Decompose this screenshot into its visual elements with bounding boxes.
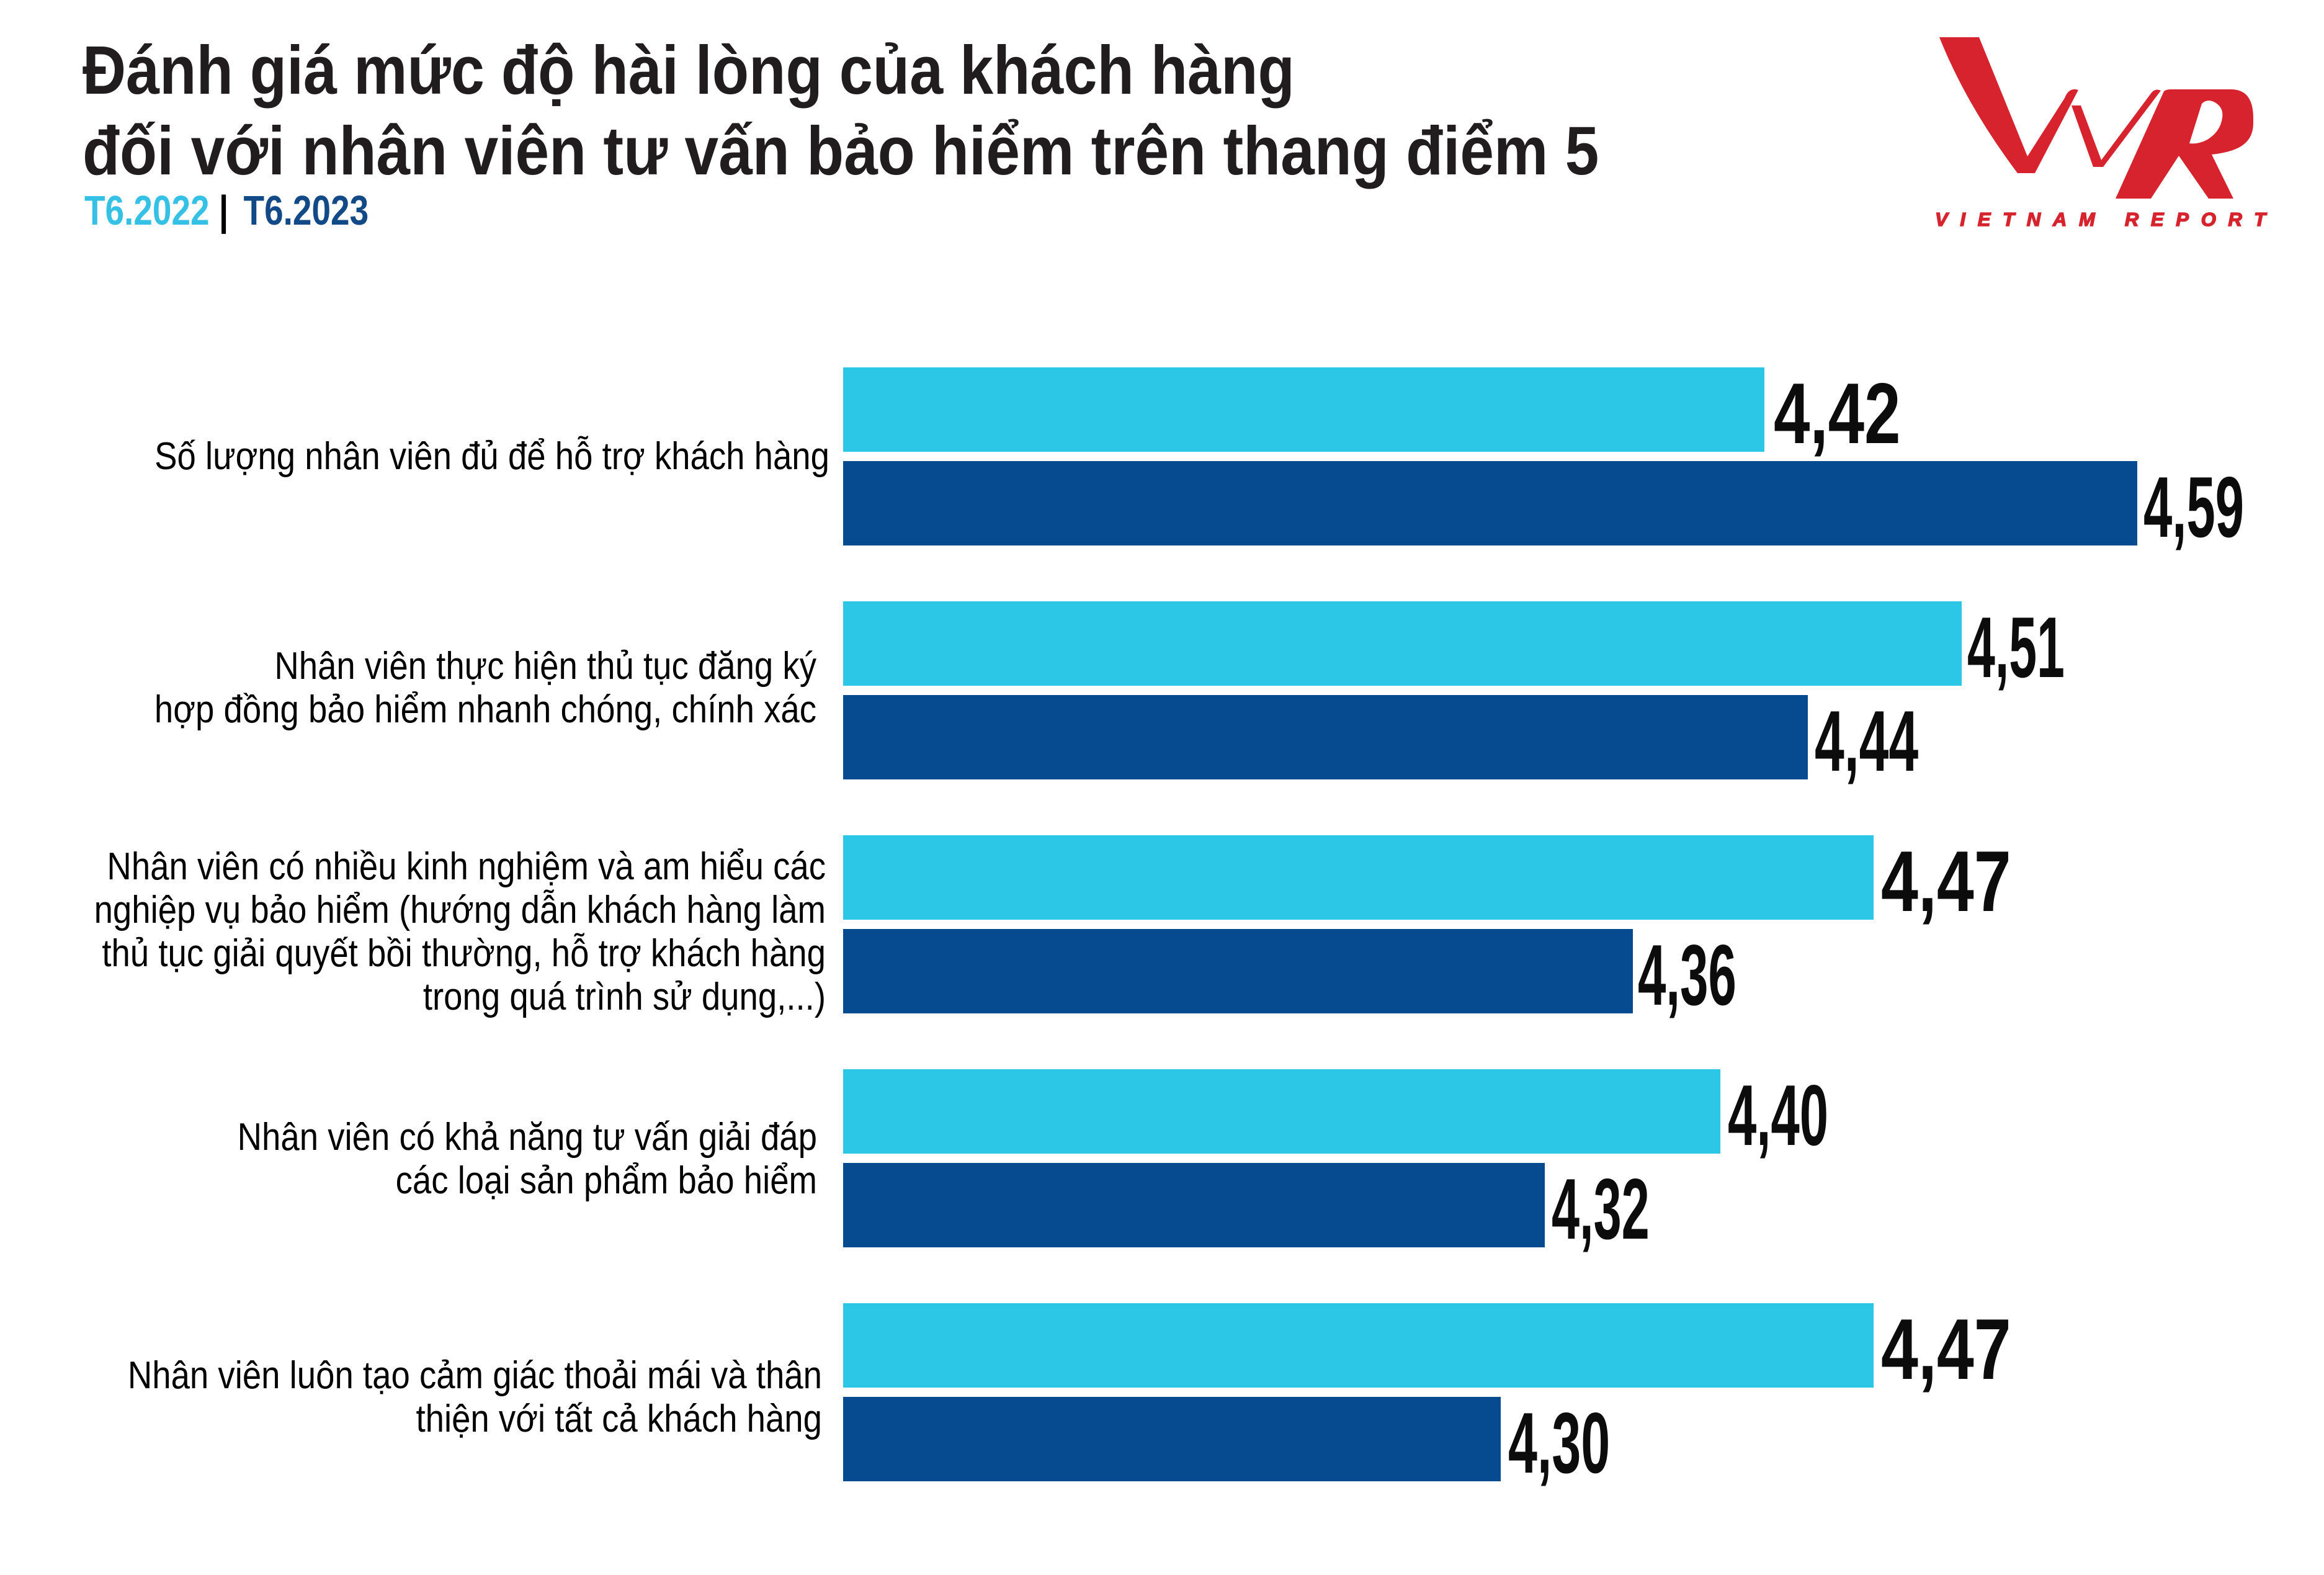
svg-text:VIETNAM REPORT: VIETNAM REPORT: [1935, 209, 2268, 230]
